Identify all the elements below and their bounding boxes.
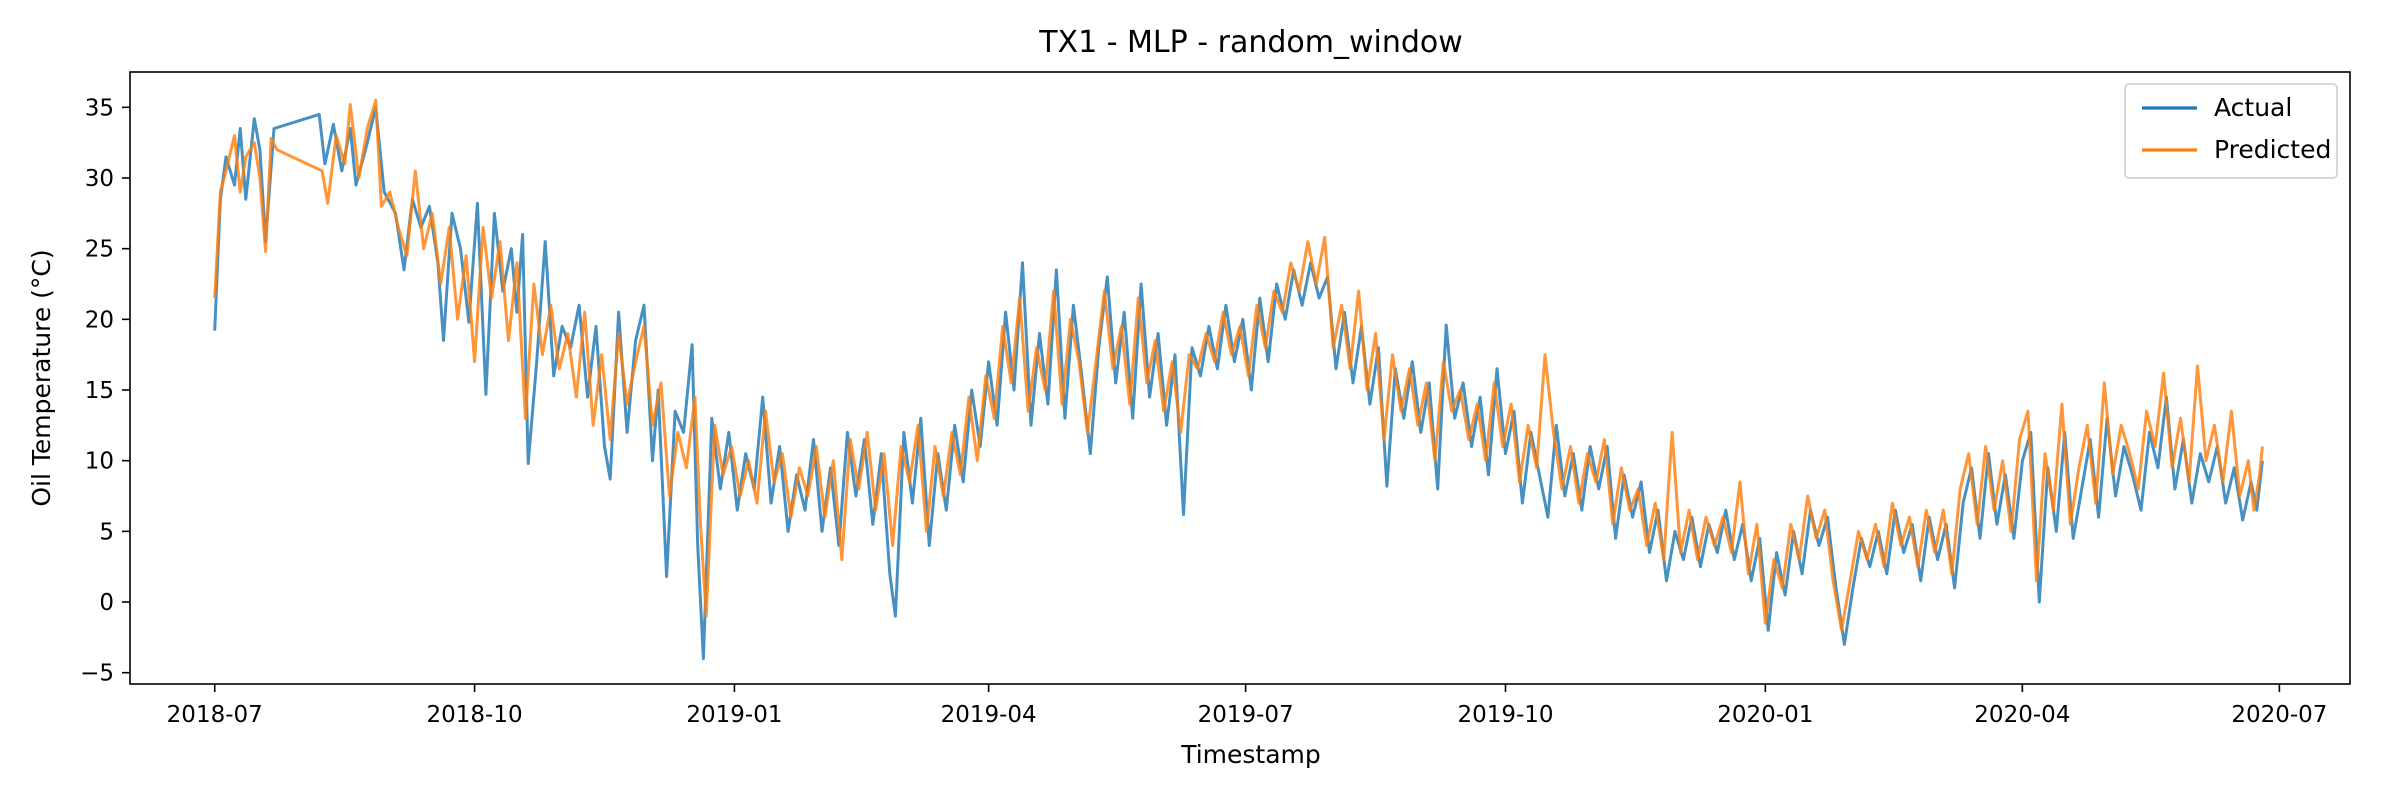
plot-frame: [129, 71, 2351, 685]
legend-label-predicted: Predicted: [2214, 135, 2331, 164]
legend: Actual Predicted: [2124, 83, 2338, 179]
x-tick-label: 2020-07: [2231, 702, 2327, 728]
x-tick-label: 2019-01: [686, 702, 782, 728]
series-line-predicted: [213, 98, 2264, 632]
y-tick-label: 30: [85, 166, 114, 192]
x-tick-label: 2020-01: [1717, 702, 1813, 728]
y-tick-label: 15: [85, 378, 114, 404]
x-axis: 2018-07 2018-10 2019-01 2019-04 2019-07 2019-…: [167, 684, 2327, 728]
legend-label-actual: Actual: [2214, 93, 2292, 122]
y-tick-label: 0: [99, 590, 114, 616]
y-tick-label: 25: [85, 237, 114, 263]
x-tick-label: 2020-04: [1974, 702, 2070, 728]
x-tick-label: 2019-07: [1198, 702, 1294, 728]
x-axis-title: Timestamp: [1180, 740, 1321, 769]
y-axis-title: Oil Temperature (°C): [27, 249, 56, 506]
y-tick-label: −5: [80, 661, 114, 687]
x-tick-label: 2019-10: [1457, 702, 1553, 728]
y-tick-label: 20: [85, 307, 114, 333]
y-tick-label: 5: [99, 519, 114, 545]
chart-title: TX1 - MLP - random_window: [1038, 25, 1463, 60]
x-tick-label: 2018-07: [167, 702, 263, 728]
x-tick-label: 2019-04: [941, 702, 1037, 728]
y-tick-label: 35: [85, 95, 114, 121]
y-tick-label: 10: [85, 449, 114, 475]
series-layer: [213, 98, 2264, 661]
x-tick-label: 2018-10: [427, 702, 523, 728]
y-axis: −5 0 5 10 15 20 25 30 35: [80, 95, 130, 687]
